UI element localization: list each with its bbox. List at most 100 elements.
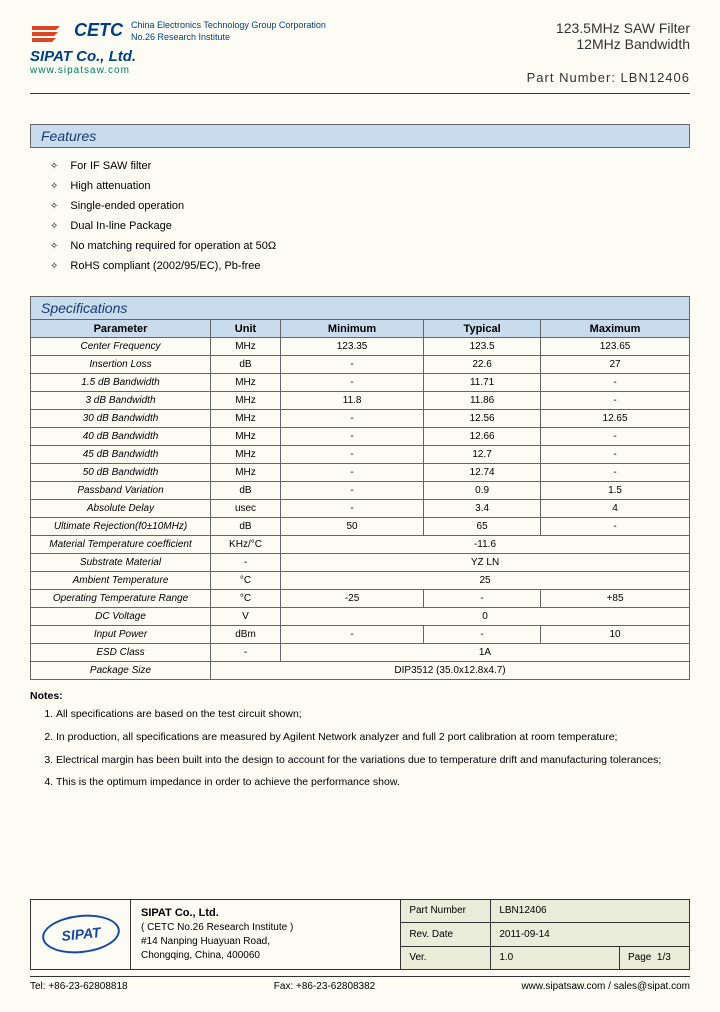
cetc-block: CETC — [74, 20, 123, 41]
spec-header: Typical — [424, 320, 541, 338]
spec-row: 50 dB BandwidthMHz-12.74- — [31, 464, 690, 482]
spec-param: Absolute Delay — [31, 500, 211, 518]
footer-ver-row: Ver. 1.0 Page 1/3 — [401, 947, 689, 969]
spec-min: 123.35 — [281, 338, 424, 356]
spec-typ: 12.56 — [424, 410, 541, 428]
spec-param: 50 dB Bandwidth — [31, 464, 211, 482]
cetc-logo-icon — [30, 20, 66, 44]
spec-typ: 65 — [424, 518, 541, 536]
spec-row: 40 dB BandwidthMHz-12.66- — [31, 428, 690, 446]
spec-param: Passband Variation — [31, 482, 211, 500]
cetc-sub-block: China Electronics Technology Group Corpo… — [131, 20, 326, 43]
spec-max: 123.65 — [541, 338, 690, 356]
spec-typ: 123.5 — [424, 338, 541, 356]
spec-typ: 22.6 — [424, 356, 541, 374]
spec-unit: dBm — [211, 626, 281, 644]
spec-min: - — [281, 356, 424, 374]
note-item: All specifications are based on the test… — [56, 706, 690, 723]
spec-typ: 11.86 — [424, 392, 541, 410]
specs-table: ParameterUnitMinimumTypicalMaximumCenter… — [30, 319, 690, 680]
spec-min: -25 — [281, 590, 424, 608]
footer-addr1: ( CETC No.26 Research Institute ) — [141, 922, 293, 933]
spec-unit: - — [211, 644, 281, 662]
spec-param: ESD Class — [31, 644, 211, 662]
specs-title: Specifications — [30, 296, 690, 319]
footer-ver-label: Ver. — [401, 947, 491, 969]
spec-min: - — [281, 500, 424, 518]
footer-address: SIPAT Co., Ltd. ( CETC No.26 Research In… — [131, 900, 401, 969]
spec-header: Minimum — [281, 320, 424, 338]
footer-meta: Part Number LBN12406 Rev. Date 2011-09-1… — [401, 900, 689, 969]
spec-max: - — [541, 392, 690, 410]
footer-fax: Fax: +86-23-62808382 — [274, 981, 375, 992]
spec-min: - — [281, 410, 424, 428]
spec-unit: dB — [211, 518, 281, 536]
spec-span: 0 — [281, 608, 690, 626]
notes-section: Notes: All specifications are based on t… — [30, 690, 690, 791]
cetc-sub2: No.26 Research Institute — [131, 32, 326, 44]
footer-page: Page 1/3 — [619, 947, 689, 969]
spec-max: 27 — [541, 356, 690, 374]
spec-unit: MHz — [211, 464, 281, 482]
feature-item: Single-ended operation — [50, 196, 670, 216]
spec-row: Package SizeDIP3512 (35.0x12.8x4.7) — [31, 662, 690, 680]
footer-ver-val: 1.0 — [491, 947, 619, 969]
spec-unit: dB — [211, 482, 281, 500]
spec-max: - — [541, 428, 690, 446]
spec-row: 3 dB BandwidthMHz11.811.86- — [31, 392, 690, 410]
spec-param: DC Voltage — [31, 608, 211, 626]
spec-min: - — [281, 428, 424, 446]
footer-contact: Tel: +86-23-62808818 Fax: +86-23-6280838… — [30, 976, 690, 992]
spec-row: Ultimate Rejection(f0±10MHz)dB5065- — [31, 518, 690, 536]
spec-span: DIP3512 (35.0x12.8x4.7) — [211, 662, 690, 680]
spec-unit: KHz/°C — [211, 536, 281, 554]
spec-row: ESD Class-1A — [31, 644, 690, 662]
footer-box: SIPAT SIPAT Co., Ltd. ( CETC No.26 Resea… — [30, 899, 690, 970]
spec-typ: 0.9 — [424, 482, 541, 500]
spec-row: Insertion LossdB-22.627 — [31, 356, 690, 374]
footer-rev-row: Rev. Date 2011-09-14 — [401, 923, 689, 946]
spec-typ: 12.7 — [424, 446, 541, 464]
spec-span: -11.6 — [281, 536, 690, 554]
spec-param: 45 dB Bandwidth — [31, 446, 211, 464]
page-header: CETC China Electronics Technology Group … — [30, 20, 690, 94]
spec-param: Package Size — [31, 662, 211, 680]
page-footer: SIPAT SIPAT Co., Ltd. ( CETC No.26 Resea… — [30, 899, 690, 992]
spec-max: 10 — [541, 626, 690, 644]
cetc-name: CETC — [74, 20, 123, 41]
notes-title: Notes: — [30, 690, 690, 702]
header-right: 123.5MHz SAW Filter 12MHz Bandwidth Part… — [527, 20, 690, 85]
feature-item: RoHS compliant (2002/95/EC), Pb-free — [50, 256, 670, 276]
spec-param: Ambient Temperature — [31, 572, 211, 590]
feature-item: Dual In-line Package — [50, 216, 670, 236]
spec-row: 30 dB BandwidthMHz-12.5612.65 — [31, 410, 690, 428]
footer-part-label: Part Number — [401, 900, 491, 922]
spec-max: 12.65 — [541, 410, 690, 428]
spec-param: Operating Temperature Range — [31, 590, 211, 608]
logo-row: CETC China Electronics Technology Group … — [30, 20, 326, 44]
note-item: Electrical margin has been built into th… — [56, 752, 690, 769]
spec-span: 25 — [281, 572, 690, 590]
spec-row: Substrate Material-YZ LN — [31, 554, 690, 572]
spec-max: 1.5 — [541, 482, 690, 500]
footer-tel: Tel: +86-23-62808818 — [30, 981, 128, 992]
spec-param: Ultimate Rejection(f0±10MHz) — [31, 518, 211, 536]
spec-param: Material Temperature coefficient — [31, 536, 211, 554]
spec-row: Ambient Temperature°C25 — [31, 572, 690, 590]
spec-unit: MHz — [211, 374, 281, 392]
spec-unit: MHz — [211, 338, 281, 356]
footer-logo-cell: SIPAT — [31, 900, 131, 969]
footer-web: www.sipatsaw.com / sales@sipat.com — [521, 981, 690, 992]
spec-unit: MHz — [211, 392, 281, 410]
spec-row: Input PowerdBm--10 — [31, 626, 690, 644]
spec-typ: 11.71 — [424, 374, 541, 392]
note-item: In production, all specifications are me… — [56, 729, 690, 746]
footer-rev-val: 2011-09-14 — [491, 923, 689, 945]
spec-typ: - — [424, 626, 541, 644]
part-number: Part Number: LBN12406 — [527, 70, 690, 85]
spec-unit: - — [211, 554, 281, 572]
website-url: www.sipatsaw.com — [30, 65, 326, 76]
spec-header: Unit — [211, 320, 281, 338]
spec-max: - — [541, 446, 690, 464]
cetc-sub1: China Electronics Technology Group Corpo… — [131, 20, 326, 32]
